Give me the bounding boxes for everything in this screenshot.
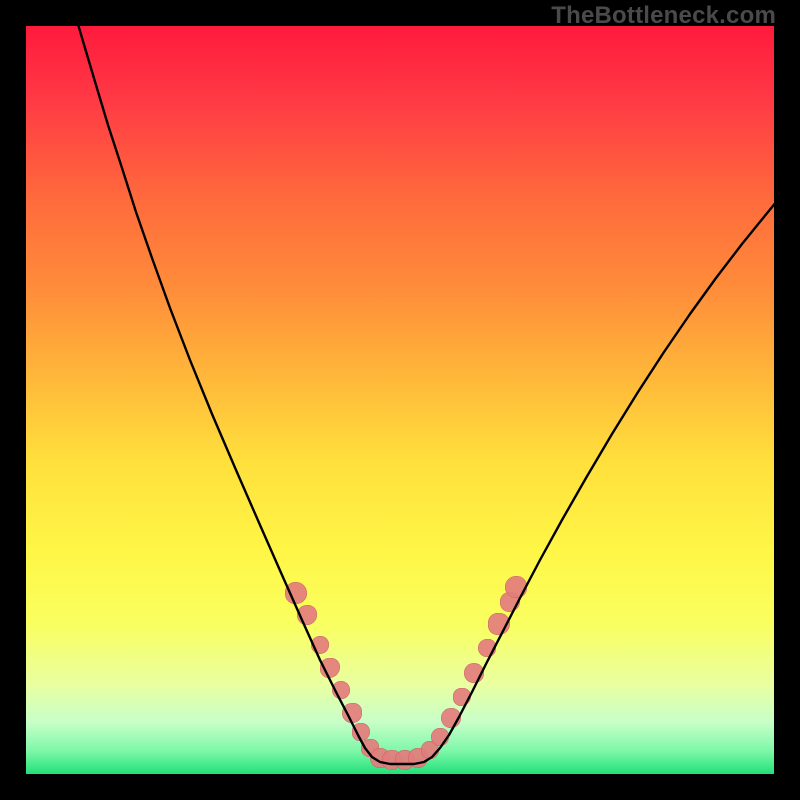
curve-marker — [488, 613, 510, 635]
curve-marker — [311, 636, 329, 654]
curve-marker — [332, 681, 350, 699]
curve-marker — [285, 582, 307, 604]
curve-marker — [342, 703, 362, 723]
watermark-text: TheBottleneck.com — [551, 2, 776, 30]
curve-marker — [320, 658, 340, 678]
curve-marker — [464, 663, 484, 683]
curve-marker — [431, 728, 449, 746]
marker-layer — [0, 0, 800, 800]
curve-marker — [478, 639, 496, 657]
curve-marker — [297, 605, 317, 625]
curve-marker — [453, 688, 471, 706]
curve-marker — [505, 576, 527, 598]
curve-marker — [441, 708, 461, 728]
